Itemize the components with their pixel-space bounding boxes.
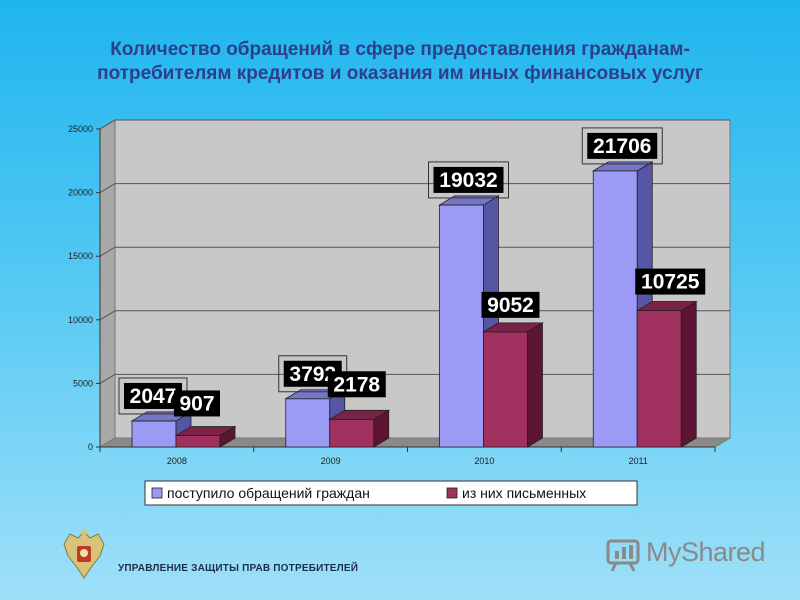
data-label: 2178 xyxy=(333,373,380,396)
bar-front xyxy=(636,310,682,448)
bar-top xyxy=(328,409,391,420)
coat-of-arms-emblem xyxy=(63,529,105,579)
data-label: 19032 xyxy=(439,169,497,192)
bar-front xyxy=(329,418,375,448)
x-tick-label: 2009 xyxy=(321,456,341,466)
footer-organization: УПРАВЛЕНИЕ ЗАЩИТЫ ПРАВ ПОТРЕБИТЕЛЕЙ xyxy=(118,563,359,574)
x-tick-label: 2010 xyxy=(474,456,494,466)
legend-swatch xyxy=(151,487,163,499)
data-label: 2047 xyxy=(130,385,177,408)
data-label-group-2-2010: 9052 xyxy=(481,291,540,318)
bar-front xyxy=(592,170,638,448)
bar-2-2009 xyxy=(328,409,391,448)
data-label-group-2-2011: 10725 xyxy=(635,268,706,295)
data-label-bg xyxy=(481,291,540,318)
bar-front xyxy=(439,204,484,448)
data-label: 9052 xyxy=(487,294,534,317)
gridline xyxy=(99,119,730,130)
legend-label: из них письменных xyxy=(462,485,586,501)
y-tick-label: 0 xyxy=(88,442,93,452)
bar-front xyxy=(131,420,177,448)
y-tick-label: 5000 xyxy=(73,378,93,388)
data-label-group-2-2008: 907 xyxy=(174,390,220,417)
y-tick-label: 10000 xyxy=(68,315,93,325)
data-label-bg xyxy=(587,132,658,159)
x-tick-label: 2011 xyxy=(628,456,647,466)
title-line-1: Количество обращений в сфере предоставле… xyxy=(110,39,690,60)
gridline xyxy=(99,183,730,194)
bar-top xyxy=(635,301,698,311)
y-tick-label: 25000 xyxy=(68,124,93,134)
data-label-frame xyxy=(428,161,509,199)
chart-title: Количество обращений в сфере предоставле… xyxy=(0,38,800,86)
bar-top xyxy=(482,322,544,333)
plot-side-wall xyxy=(99,119,116,448)
data-label-bg xyxy=(327,371,386,398)
legend: поступило обращений граждан из них письме… xyxy=(144,480,638,506)
data-label-group-1-2010: 19032 xyxy=(428,161,509,199)
data-label-group-2-2009: 2178 xyxy=(327,371,386,398)
data-label: 907 xyxy=(179,392,214,415)
legend-label: поступило обращений граждан xyxy=(167,485,370,501)
myshared-logo-icon xyxy=(606,539,640,572)
legend-swatch xyxy=(446,487,458,499)
legend-box xyxy=(144,480,638,506)
x-tick-label: 2008 xyxy=(167,456,187,466)
bar-front xyxy=(483,331,528,448)
data-label-bg xyxy=(174,390,220,417)
title-line-2: потребителям кредитов и оказания им иных… xyxy=(97,63,703,84)
bar-side xyxy=(680,300,697,448)
bar-front xyxy=(175,435,221,448)
data-label-group-1-2008: 2047 xyxy=(118,377,188,415)
data-label-bg xyxy=(433,166,504,193)
watermark-text: MyShared xyxy=(646,537,766,567)
bar-2-2011 xyxy=(635,300,698,448)
data-label: 21706 xyxy=(593,135,651,158)
data-label-bg xyxy=(124,382,182,409)
bar-2-2010 xyxy=(482,322,544,448)
bar-front xyxy=(285,398,331,448)
data-label: 3792 xyxy=(289,363,336,386)
y-tick-label: 20000 xyxy=(68,188,93,198)
y-tick-label: 15000 xyxy=(68,251,93,261)
data-label-bg xyxy=(635,268,706,295)
bar-top xyxy=(174,426,237,436)
data-label: 10725 xyxy=(641,271,700,294)
data-label-frame xyxy=(581,127,663,165)
gridline xyxy=(99,246,730,257)
data-label-group-1-2011: 21706 xyxy=(581,127,663,165)
bar-2-2008 xyxy=(174,425,237,448)
bar-side xyxy=(527,322,543,448)
